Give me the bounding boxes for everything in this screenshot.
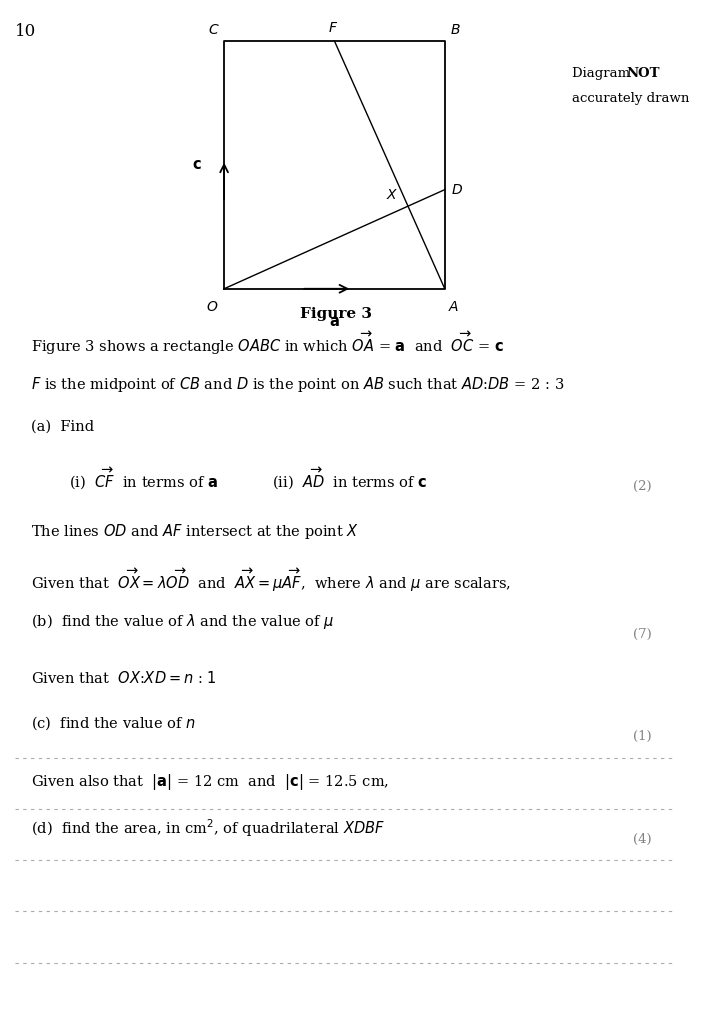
Text: $F$ is the midpoint of $CB$ and $D$ is the point on $AB$ such that $AD$:$DB$ = 2: $F$ is the midpoint of $CB$ and $D$ is t… bbox=[31, 375, 565, 394]
Text: Figure 3: Figure 3 bbox=[300, 307, 371, 322]
Text: (2): (2) bbox=[633, 480, 652, 494]
Text: (b)  find the value of $\lambda$ and the value of $\mu$: (b) find the value of $\lambda$ and the … bbox=[31, 612, 334, 632]
Text: $\mathbf{c}$: $\mathbf{c}$ bbox=[193, 158, 202, 172]
Text: Diagram: Diagram bbox=[573, 67, 635, 80]
Text: (a)  Find: (a) Find bbox=[31, 420, 94, 434]
Text: $F$: $F$ bbox=[328, 22, 338, 36]
Text: $A$: $A$ bbox=[448, 300, 460, 313]
Text: Given that  $\overrightarrow{OX} = \lambda\overrightarrow{OD}$  and  $\overright: Given that $\overrightarrow{OX} = \lambd… bbox=[31, 567, 511, 594]
Text: The lines $OD$ and $AF$ intersect at the point $X$: The lines $OD$ and $AF$ intersect at the… bbox=[31, 522, 359, 542]
Text: $B$: $B$ bbox=[450, 24, 461, 37]
Text: accurately drawn: accurately drawn bbox=[573, 92, 689, 105]
Text: (4): (4) bbox=[633, 833, 652, 846]
Text: $\mathbf{a}$: $\mathbf{a}$ bbox=[329, 315, 340, 330]
Text: 10: 10 bbox=[15, 23, 36, 40]
Text: $C$: $C$ bbox=[207, 24, 219, 37]
Text: NOT: NOT bbox=[626, 67, 660, 80]
Text: Given that  $OX$:$XD = n$ : $1$: Given that $OX$:$XD = n$ : $1$ bbox=[31, 670, 217, 686]
Text: (d)  find the area, in cm$^{2}$, of quadrilateral $XDBF$: (d) find the area, in cm$^{2}$, of quadr… bbox=[31, 817, 385, 839]
Text: (1): (1) bbox=[633, 730, 652, 743]
Text: (c)  find the value of $n$: (c) find the value of $n$ bbox=[31, 715, 195, 732]
Text: Given also that  $|\mathbf{a}|$ = 12 cm  and  $|\mathbf{c}|$ = 12.5 cm,: Given also that $|\mathbf{a}|$ = 12 cm a… bbox=[31, 772, 389, 793]
Text: (ii)  $\overrightarrow{AD}$  in terms of $\mathbf{c}$: (ii) $\overrightarrow{AD}$ in terms of $… bbox=[272, 465, 428, 490]
Text: $X$: $X$ bbox=[386, 188, 398, 203]
Text: $D$: $D$ bbox=[451, 182, 463, 197]
Text: (7): (7) bbox=[633, 628, 652, 641]
Text: $O$: $O$ bbox=[205, 300, 218, 313]
Text: Figure 3 shows a rectangle $OABC$ in which $\overrightarrow{OA}$ = $\mathbf{a}$ : Figure 3 shows a rectangle $OABC$ in whi… bbox=[31, 330, 504, 356]
Text: (i)  $\overrightarrow{CF}$  in terms of $\mathbf{a}$: (i) $\overrightarrow{CF}$ in terms of $\… bbox=[69, 465, 218, 490]
